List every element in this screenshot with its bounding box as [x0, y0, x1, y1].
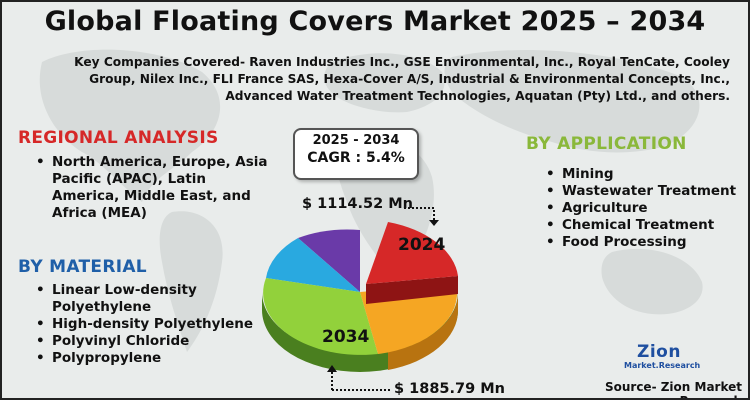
page-title: Global Floating Covers Market 2025 – 203…: [44, 6, 706, 37]
pie-chart-3d: 2024 2034: [262, 222, 459, 372]
list-item: Mining: [544, 166, 744, 183]
market-value-2024: $ 1114.52 Mn: [302, 196, 413, 212]
list-item: High-density Polyethylene: [34, 316, 274, 333]
pie-slice-blue: [266, 238, 360, 292]
cagr-box: 2025 - 2034 CAGR : 5.4%: [293, 128, 419, 180]
key-companies-text: Key Companies Covered- Raven Industries …: [74, 55, 730, 103]
pie-side-wall-orange: [388, 292, 459, 370]
pie-label-2034: 2034: [322, 327, 369, 347]
list-item: Agriculture: [544, 200, 744, 217]
application-list: Mining Wastewater Treatment Agriculture …: [544, 166, 744, 251]
list-item: Food Processing: [544, 234, 744, 251]
market-value-2034: $ 1885.79 Mn: [394, 381, 505, 397]
list-item: Linear Low-density Polyethylene: [34, 282, 274, 316]
material-list: Linear Low-density Polyethylene High-den…: [34, 282, 274, 367]
list-item: Chemical Treatment: [544, 217, 744, 234]
zion-logo: Zion Market.Research: [624, 342, 701, 371]
pie-slice-purple: [298, 229, 360, 292]
pie-slice-green: [263, 278, 378, 355]
arrow-2034: [327, 365, 390, 391]
by-application-heading: BY APPLICATION: [526, 134, 687, 154]
list-item: Polypropylene: [34, 350, 274, 367]
regional-list: North America, Europe, Asia Pacific (APA…: [34, 154, 274, 222]
logo-sub-text: Market.Research: [624, 361, 701, 370]
list-item: North America, Europe, Asia Pacific (APA…: [34, 154, 274, 222]
source-text: Source- Zion Market Research: [604, 380, 742, 398]
regional-analysis-heading: REGIONAL ANALYSIS: [18, 128, 219, 148]
list-item: Wastewater Treatment: [544, 183, 744, 200]
pie-label-2024: 2024: [398, 235, 445, 255]
cagr-value: CAGR : 5.4%: [307, 150, 405, 166]
list-item: Polyvinyl Chloride: [34, 333, 274, 350]
logo-main-text: Zion: [637, 342, 681, 362]
cagr-period: 2025 - 2034: [312, 133, 400, 148]
pie-slice-red-side: [366, 276, 458, 304]
by-material-heading: BY MATERIAL: [18, 257, 147, 277]
pie-slice-red: [366, 222, 458, 284]
arrow-2024: [404, 207, 439, 226]
